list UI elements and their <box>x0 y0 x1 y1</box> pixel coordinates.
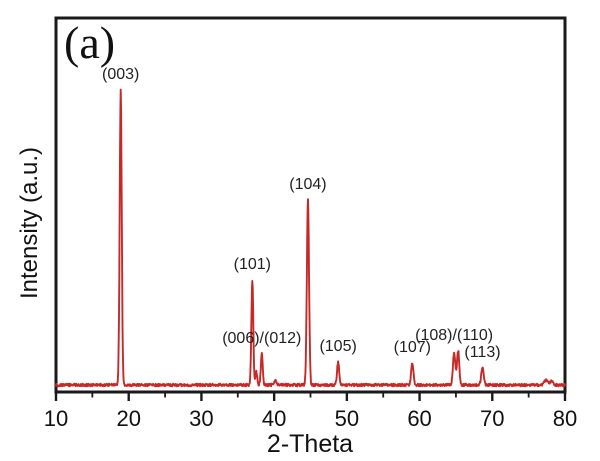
x-tick-label-10: 10 <box>43 406 69 431</box>
peak-label-101: (101) <box>233 255 272 273</box>
x-axis-title: 2-Theta <box>266 430 354 458</box>
x-tick-label-40: 40 <box>261 406 287 431</box>
peak-label-003: (003) <box>102 66 140 83</box>
y-axis-title: Intensity (a.u.) <box>16 146 43 300</box>
panel-label: (a) <box>64 17 116 68</box>
x-tick-label-20: 20 <box>116 406 141 431</box>
peak-label-113: (113) <box>464 343 501 361</box>
x-tick-label-50: 50 <box>334 406 360 431</box>
xrd-trace <box>55 88 566 388</box>
peak-label-108-110: (108)/(110) <box>415 326 494 344</box>
x-tick-label-30: 30 <box>189 406 214 431</box>
peak-label-105: (105) <box>319 337 357 355</box>
peak-label-006-012: (006)/(012) <box>222 330 302 348</box>
x-tick-label-80: 80 <box>552 406 578 431</box>
peak-label-104: (104) <box>289 176 327 194</box>
x-tick-label-70: 70 <box>480 406 505 431</box>
x-tick-label-60: 60 <box>407 406 432 431</box>
peak-label-107: (107) <box>393 338 431 356</box>
